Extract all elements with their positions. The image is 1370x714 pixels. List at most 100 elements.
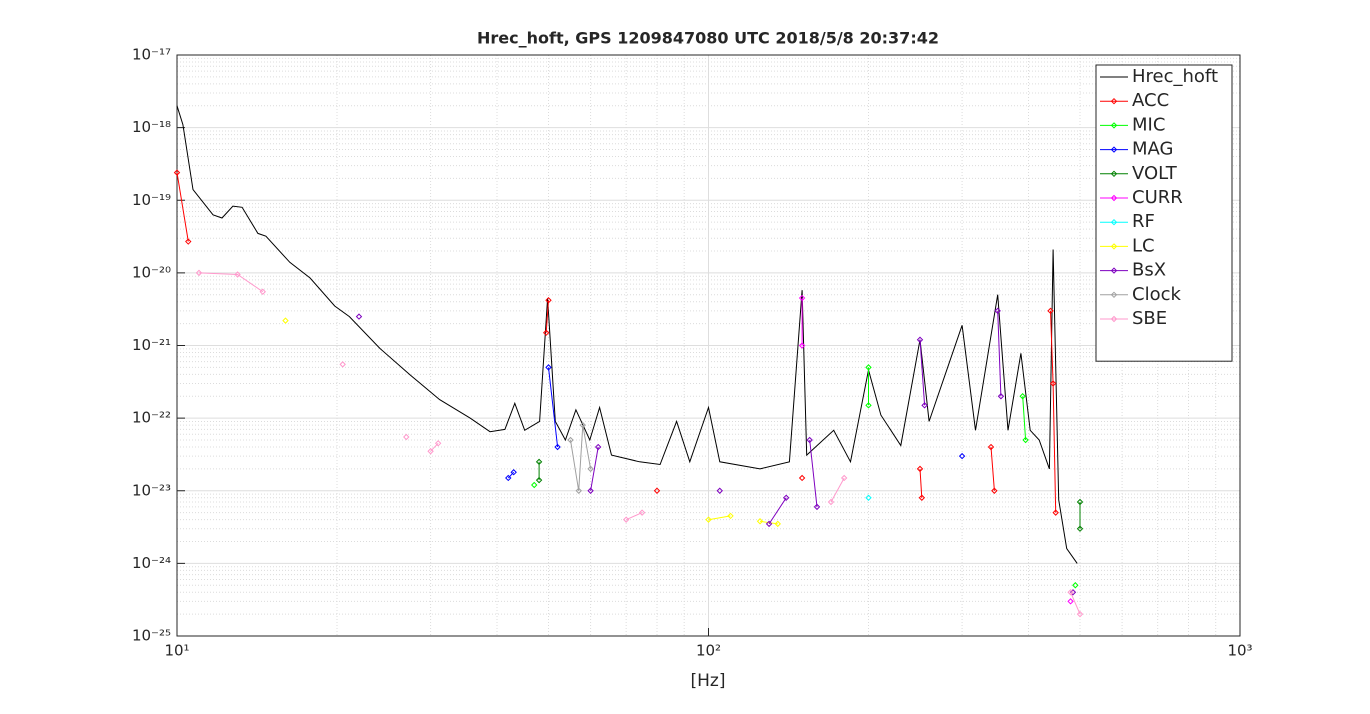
legend-label: MIC (1132, 114, 1165, 135)
y-tick-label: 10⁻¹⁸ (132, 118, 171, 136)
y-tick-label: 10⁻²² (132, 409, 171, 427)
series-line (176, 172, 1057, 513)
data-point (1067, 598, 1074, 605)
legend-label: Clock (1132, 284, 1181, 305)
legend-marker (1110, 243, 1118, 250)
legend-label: SBE (1132, 308, 1167, 329)
series-line (176, 105, 1078, 564)
data-point (622, 516, 630, 523)
data-point (798, 474, 806, 482)
legend-label: ACC (1132, 90, 1169, 111)
data-point (918, 494, 926, 501)
series-line (570, 425, 592, 491)
data-point (916, 336, 924, 343)
data-point (505, 474, 512, 482)
data-point (782, 494, 790, 501)
data-point (1067, 589, 1074, 596)
data-point (535, 476, 543, 484)
data-point (1052, 509, 1059, 516)
data-point (1069, 589, 1077, 596)
data-point (355, 313, 363, 320)
data-point (916, 465, 924, 473)
data-point (865, 364, 872, 371)
y-tick-label: 10⁻²¹ (132, 336, 171, 354)
legend-label: LC (1132, 235, 1155, 256)
y-tick-label: 10⁻²⁰ (132, 263, 171, 281)
data-point (921, 402, 928, 409)
legend-marker (1110, 97, 1118, 105)
legend-box (1095, 64, 1233, 362)
data-point (991, 487, 998, 494)
legend-marker (1110, 218, 1118, 226)
data-point (727, 512, 734, 520)
y-tick-label: 10⁻²⁴ (132, 554, 171, 572)
data-point (535, 458, 543, 466)
data-point (1019, 393, 1026, 400)
legend-label: VOLT (1132, 163, 1178, 184)
series-line (198, 272, 1081, 615)
plot-frame (176, 54, 1241, 637)
data-point (638, 509, 646, 516)
legend-label: Hrec_hoft (1132, 66, 1218, 87)
data-point (865, 494, 872, 501)
legend-marker (1110, 170, 1118, 178)
data-point (1022, 436, 1029, 444)
data-point (427, 448, 434, 455)
y-tick-label: 10⁻²⁵ (132, 627, 171, 645)
data-point (403, 433, 410, 441)
data-point (173, 169, 181, 176)
data-point (765, 520, 773, 528)
y-tick-label: 10⁻¹⁷ (132, 46, 171, 64)
y-tick-label: 10⁻¹⁹ (132, 191, 171, 209)
data-point (1076, 525, 1084, 532)
data-point (716, 487, 723, 494)
legend-marker (1110, 315, 1118, 323)
legend-marker (1110, 122, 1118, 129)
data-point (579, 421, 586, 429)
data-point (1047, 307, 1054, 315)
legend-label: MAG (1132, 139, 1173, 160)
y-tick-label: 10⁻²³ (132, 481, 171, 499)
data-point (545, 364, 552, 371)
data-point (798, 342, 806, 349)
data-point (994, 307, 1001, 315)
x-tick-label: 10³ (1227, 642, 1252, 660)
data-point (531, 481, 538, 489)
legend-label: BsX (1132, 260, 1166, 281)
x-tick-label: 10¹ (164, 642, 189, 660)
data-point (587, 465, 594, 473)
data-point (567, 436, 574, 444)
legend-marker (1110, 291, 1118, 299)
series-line (708, 515, 778, 525)
data-point (958, 452, 966, 460)
data-point (554, 443, 561, 451)
legend-marker (1110, 146, 1118, 153)
data-point (653, 487, 661, 494)
legend-marker (1110, 267, 1118, 274)
data-point (587, 487, 594, 494)
x-axis-label: [Hz] (691, 671, 726, 691)
data-point (594, 443, 602, 451)
data-point (774, 520, 781, 528)
data-point (705, 516, 712, 523)
data-point (865, 402, 872, 409)
data-point (434, 440, 442, 447)
data-point (339, 361, 346, 368)
data-point (282, 317, 289, 324)
data-point (1076, 498, 1084, 506)
data-point (997, 393, 1005, 400)
data-point (806, 436, 813, 444)
data-point (185, 238, 192, 245)
legend-label: RF (1132, 211, 1155, 232)
data-point (1049, 380, 1057, 387)
data-point (798, 294, 806, 302)
data-point (840, 474, 848, 482)
data-point (987, 443, 995, 451)
data-point (545, 297, 552, 304)
data-point (1072, 582, 1079, 589)
x-tick-label: 10² (696, 642, 721, 660)
legend-marker (1110, 194, 1118, 202)
data-point (195, 269, 203, 277)
data-point (756, 518, 764, 525)
data-point (542, 329, 550, 336)
